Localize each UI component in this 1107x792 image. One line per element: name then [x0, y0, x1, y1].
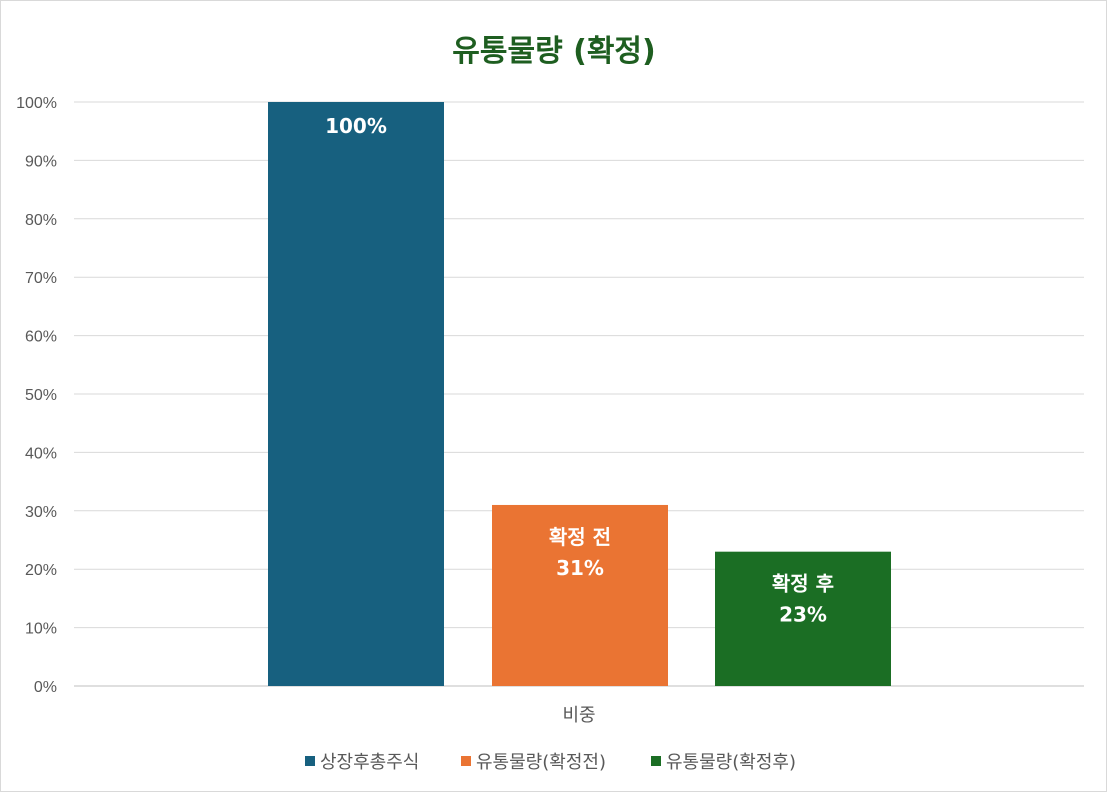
bar	[492, 504, 668, 686]
y-tick-label: 90%	[25, 153, 57, 170]
y-axis-ticks: 0% 10% 20% 30% 40% 50% 60% 70% 80% 90% 100%	[16, 95, 57, 696]
y-tick-label: 80%	[25, 212, 57, 229]
legend-label: 유통물량(확정후)	[666, 752, 796, 773]
data-label-value: 23%	[779, 603, 827, 627]
legend: 상장후총주식 유통물량(확정전) 유통물량(확정후)	[305, 752, 796, 773]
legend-swatch	[651, 756, 661, 766]
data-label-title: 확정 전	[549, 525, 611, 549]
data-label-value: 31%	[556, 556, 604, 580]
data-labels: 100% 확정 전 31% 확정 후 23%	[325, 114, 834, 627]
x-axis-categories: 비중	[562, 705, 595, 726]
chart-title: 유통물량 (확정)	[452, 34, 655, 69]
bar	[715, 551, 891, 686]
legend-swatch	[461, 756, 471, 766]
legend-label: 상장후총주식	[320, 752, 419, 773]
legend-swatch	[305, 756, 315, 766]
y-tick-label: 60%	[25, 329, 57, 346]
y-tick-label: 100%	[16, 95, 57, 112]
bar	[268, 102, 444, 686]
gridlines	[74, 101, 1084, 687]
bars	[268, 102, 891, 686]
data-label-value: 100%	[325, 114, 387, 138]
y-tick-label: 70%	[25, 270, 57, 287]
y-tick-label: 40%	[25, 445, 57, 462]
data-label-title: 확정 후	[772, 572, 834, 596]
y-tick-label: 10%	[25, 621, 57, 638]
x-category-label: 비중	[562, 705, 595, 726]
y-tick-label: 30%	[25, 504, 57, 521]
y-tick-label: 0%	[34, 679, 57, 696]
legend-label: 유통물량(확정전)	[476, 752, 606, 773]
y-tick-label: 50%	[25, 387, 57, 404]
y-tick-label: 20%	[25, 562, 57, 579]
